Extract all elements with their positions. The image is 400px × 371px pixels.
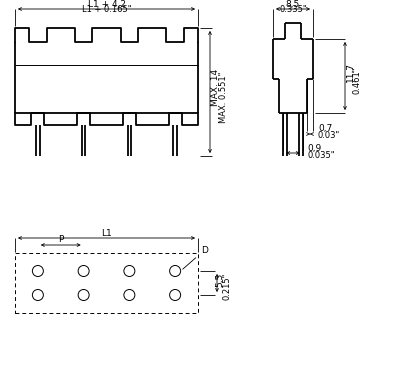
Text: 0,7: 0,7	[318, 125, 332, 134]
Text: 11,7: 11,7	[346, 62, 354, 82]
Text: 0.03": 0.03"	[318, 131, 340, 141]
Text: 0.461": 0.461"	[352, 66, 362, 94]
Bar	[15, 253, 198, 313]
Text: MAX. 0.551": MAX. 0.551"	[220, 71, 228, 123]
Text: L1: L1	[101, 229, 112, 237]
Text: 0.215": 0.215"	[222, 272, 232, 300]
Text: L1 + 0.165": L1 + 0.165"	[82, 6, 131, 14]
Text: 0,9: 0,9	[308, 144, 322, 152]
Text: MAX. 14: MAX. 14	[212, 68, 220, 106]
Text: 8,5: 8,5	[286, 0, 300, 9]
Text: L1 + 4,2: L1 + 4,2	[88, 0, 126, 9]
Text: D: D	[183, 246, 208, 269]
Text: 0.335": 0.335"	[279, 6, 307, 14]
Text: 5,5: 5,5	[216, 273, 224, 287]
Text: 0.035": 0.035"	[308, 151, 335, 160]
Text: P: P	[58, 236, 64, 244]
